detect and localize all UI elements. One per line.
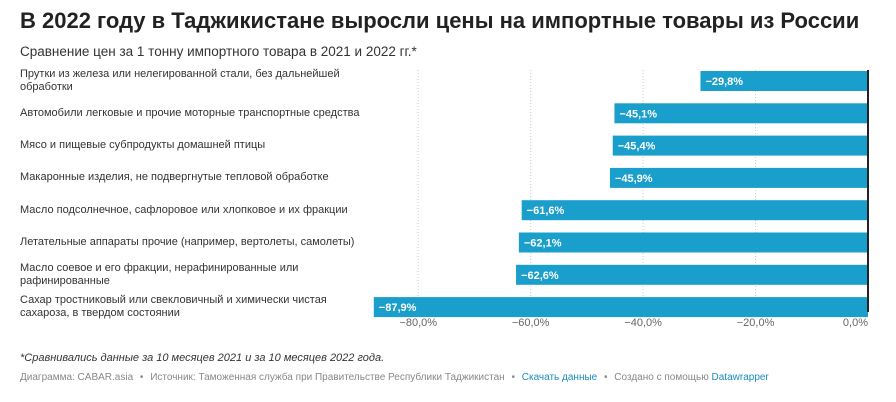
bar-value-label: −62,1%	[524, 238, 562, 250]
bar	[516, 264, 868, 285]
separator: •	[604, 372, 608, 383]
download-data-link[interactable]: Скачать данные	[521, 372, 598, 383]
bar-value-label: −61,6%	[527, 205, 565, 217]
bar	[612, 135, 868, 156]
bar-value-label: −62,6%	[521, 270, 559, 282]
bar	[521, 200, 868, 221]
category-label: Масло подсолнечное, сафлоровое или хлопк…	[20, 203, 348, 216]
category-label: Сахар тростниковый или свекловичный и хи…	[20, 294, 327, 320]
category-label: Мясо и пищевые субпродукты домашней птиц…	[20, 139, 266, 152]
bar-value-label: −87,9%	[379, 302, 417, 314]
bar-chart: −80,0% −60,0% −40,0% −20,0% 0,0% −29,8% −45,1%…	[373, 70, 869, 329]
bar-value-label: −45,1%	[619, 108, 657, 120]
x-tick-label: −60,0%	[512, 317, 550, 329]
category-label: Летательные аппараты прочие (например, в…	[20, 236, 355, 248]
x-tick-label: −80,0%	[399, 317, 437, 329]
category-label: Макаронные изделия, не подвергнутые тепл…	[20, 171, 329, 184]
bar-value-label: −45,4%	[618, 141, 656, 153]
category-label: Масло соевое и его фракции, нерафинирова…	[20, 261, 299, 287]
credit-text: Диаграмма: CABAR.asia	[20, 372, 134, 383]
bar	[518, 232, 868, 253]
x-tick-label: 0,0%	[843, 317, 868, 329]
bar	[614, 103, 868, 124]
datawrapper-link[interactable]: Datawrapper	[711, 372, 769, 383]
bar-value-label: −45,9%	[615, 173, 653, 185]
bar	[373, 297, 868, 318]
chart-title: В 2022 году в Таджикистане выросли цены …	[20, 8, 860, 33]
footnote: *Сравнивались данные за 10 месяцев 2021 …	[20, 352, 385, 364]
chart-footer: Диаграмма: CABAR.asia • Источник: Таможе…	[20, 372, 769, 383]
bar-value-label: −29,8%	[705, 76, 743, 88]
bar	[700, 71, 868, 91]
source-text: Источник: Таможенная служба при Правител…	[150, 372, 505, 383]
bar	[609, 167, 868, 188]
separator: •	[511, 372, 515, 383]
category-label: Автомобили легковые и прочие моторные тр…	[20, 106, 360, 119]
separator: •	[139, 372, 144, 383]
chart-subtitle: Сравнение цен за 1 тонну импортного това…	[20, 44, 417, 59]
category-label: Прутки из железа или нелегированной стал…	[20, 68, 340, 93]
made-with-text: Создано с помощью	[614, 372, 709, 383]
x-tick-label: −40,0%	[624, 317, 662, 329]
x-tick-label: −20,0%	[737, 317, 775, 329]
